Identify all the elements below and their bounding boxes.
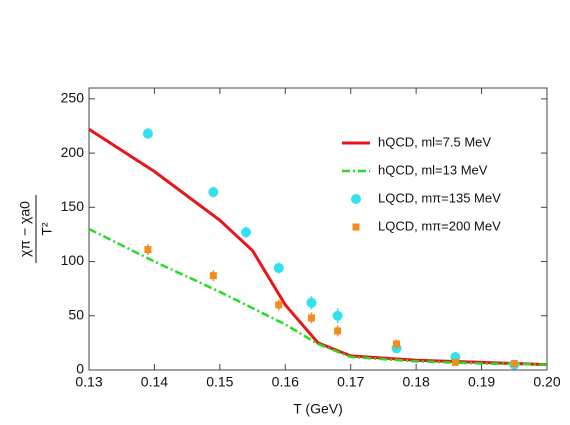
legend-swatch: [352, 223, 360, 231]
x-tick-label: 0.15: [206, 374, 233, 390]
legend-swatch: [351, 194, 361, 204]
x-tick-label: 0.20: [533, 374, 560, 390]
data-point: [306, 297, 317, 308]
legend-label: hQCD, ml=7.5 MeV: [378, 134, 491, 149]
y-tick-label: 50: [68, 306, 84, 322]
data-point: [209, 272, 217, 280]
data-point: [334, 327, 342, 335]
x-tick-label: 0.19: [468, 374, 495, 390]
y-axis-label: χπ − χa0 T²: [17, 195, 55, 263]
x-tick-label: 0.13: [75, 374, 102, 390]
y-tick-label: 200: [61, 144, 85, 160]
legend-label: LQCD, mπ=200 MeV: [378, 218, 501, 233]
x-tick-label: 0.18: [403, 374, 430, 390]
data-point: [307, 314, 315, 322]
data-point: [332, 310, 343, 321]
y-tick-label: 150: [61, 198, 85, 214]
x-axis-label: T (GeV): [293, 401, 343, 417]
x-tick-label: 0.14: [141, 374, 168, 390]
data-point: [510, 359, 518, 367]
legend-label: LQCD, mπ=135 MeV: [378, 190, 501, 205]
y-label-denominator: T²: [39, 222, 55, 236]
x-tick-label: 0.17: [337, 374, 364, 390]
data-point: [144, 246, 152, 254]
data-point: [451, 358, 459, 366]
y-label-numerator: χπ − χa0: [17, 201, 33, 257]
data-point: [208, 187, 219, 198]
y-tick-label: 100: [61, 252, 85, 268]
data-point: [142, 128, 153, 139]
data-point: [275, 301, 283, 309]
legend-label: hQCD, ml=13 MeV: [378, 162, 488, 177]
x-tick-label: 0.16: [272, 374, 299, 390]
data-point: [241, 227, 252, 238]
y-tick-label: 250: [61, 90, 85, 106]
y-tick-label: 0: [76, 361, 84, 377]
data-point: [273, 263, 284, 274]
series-line: [88, 227, 548, 366]
data-point: [393, 340, 401, 348]
